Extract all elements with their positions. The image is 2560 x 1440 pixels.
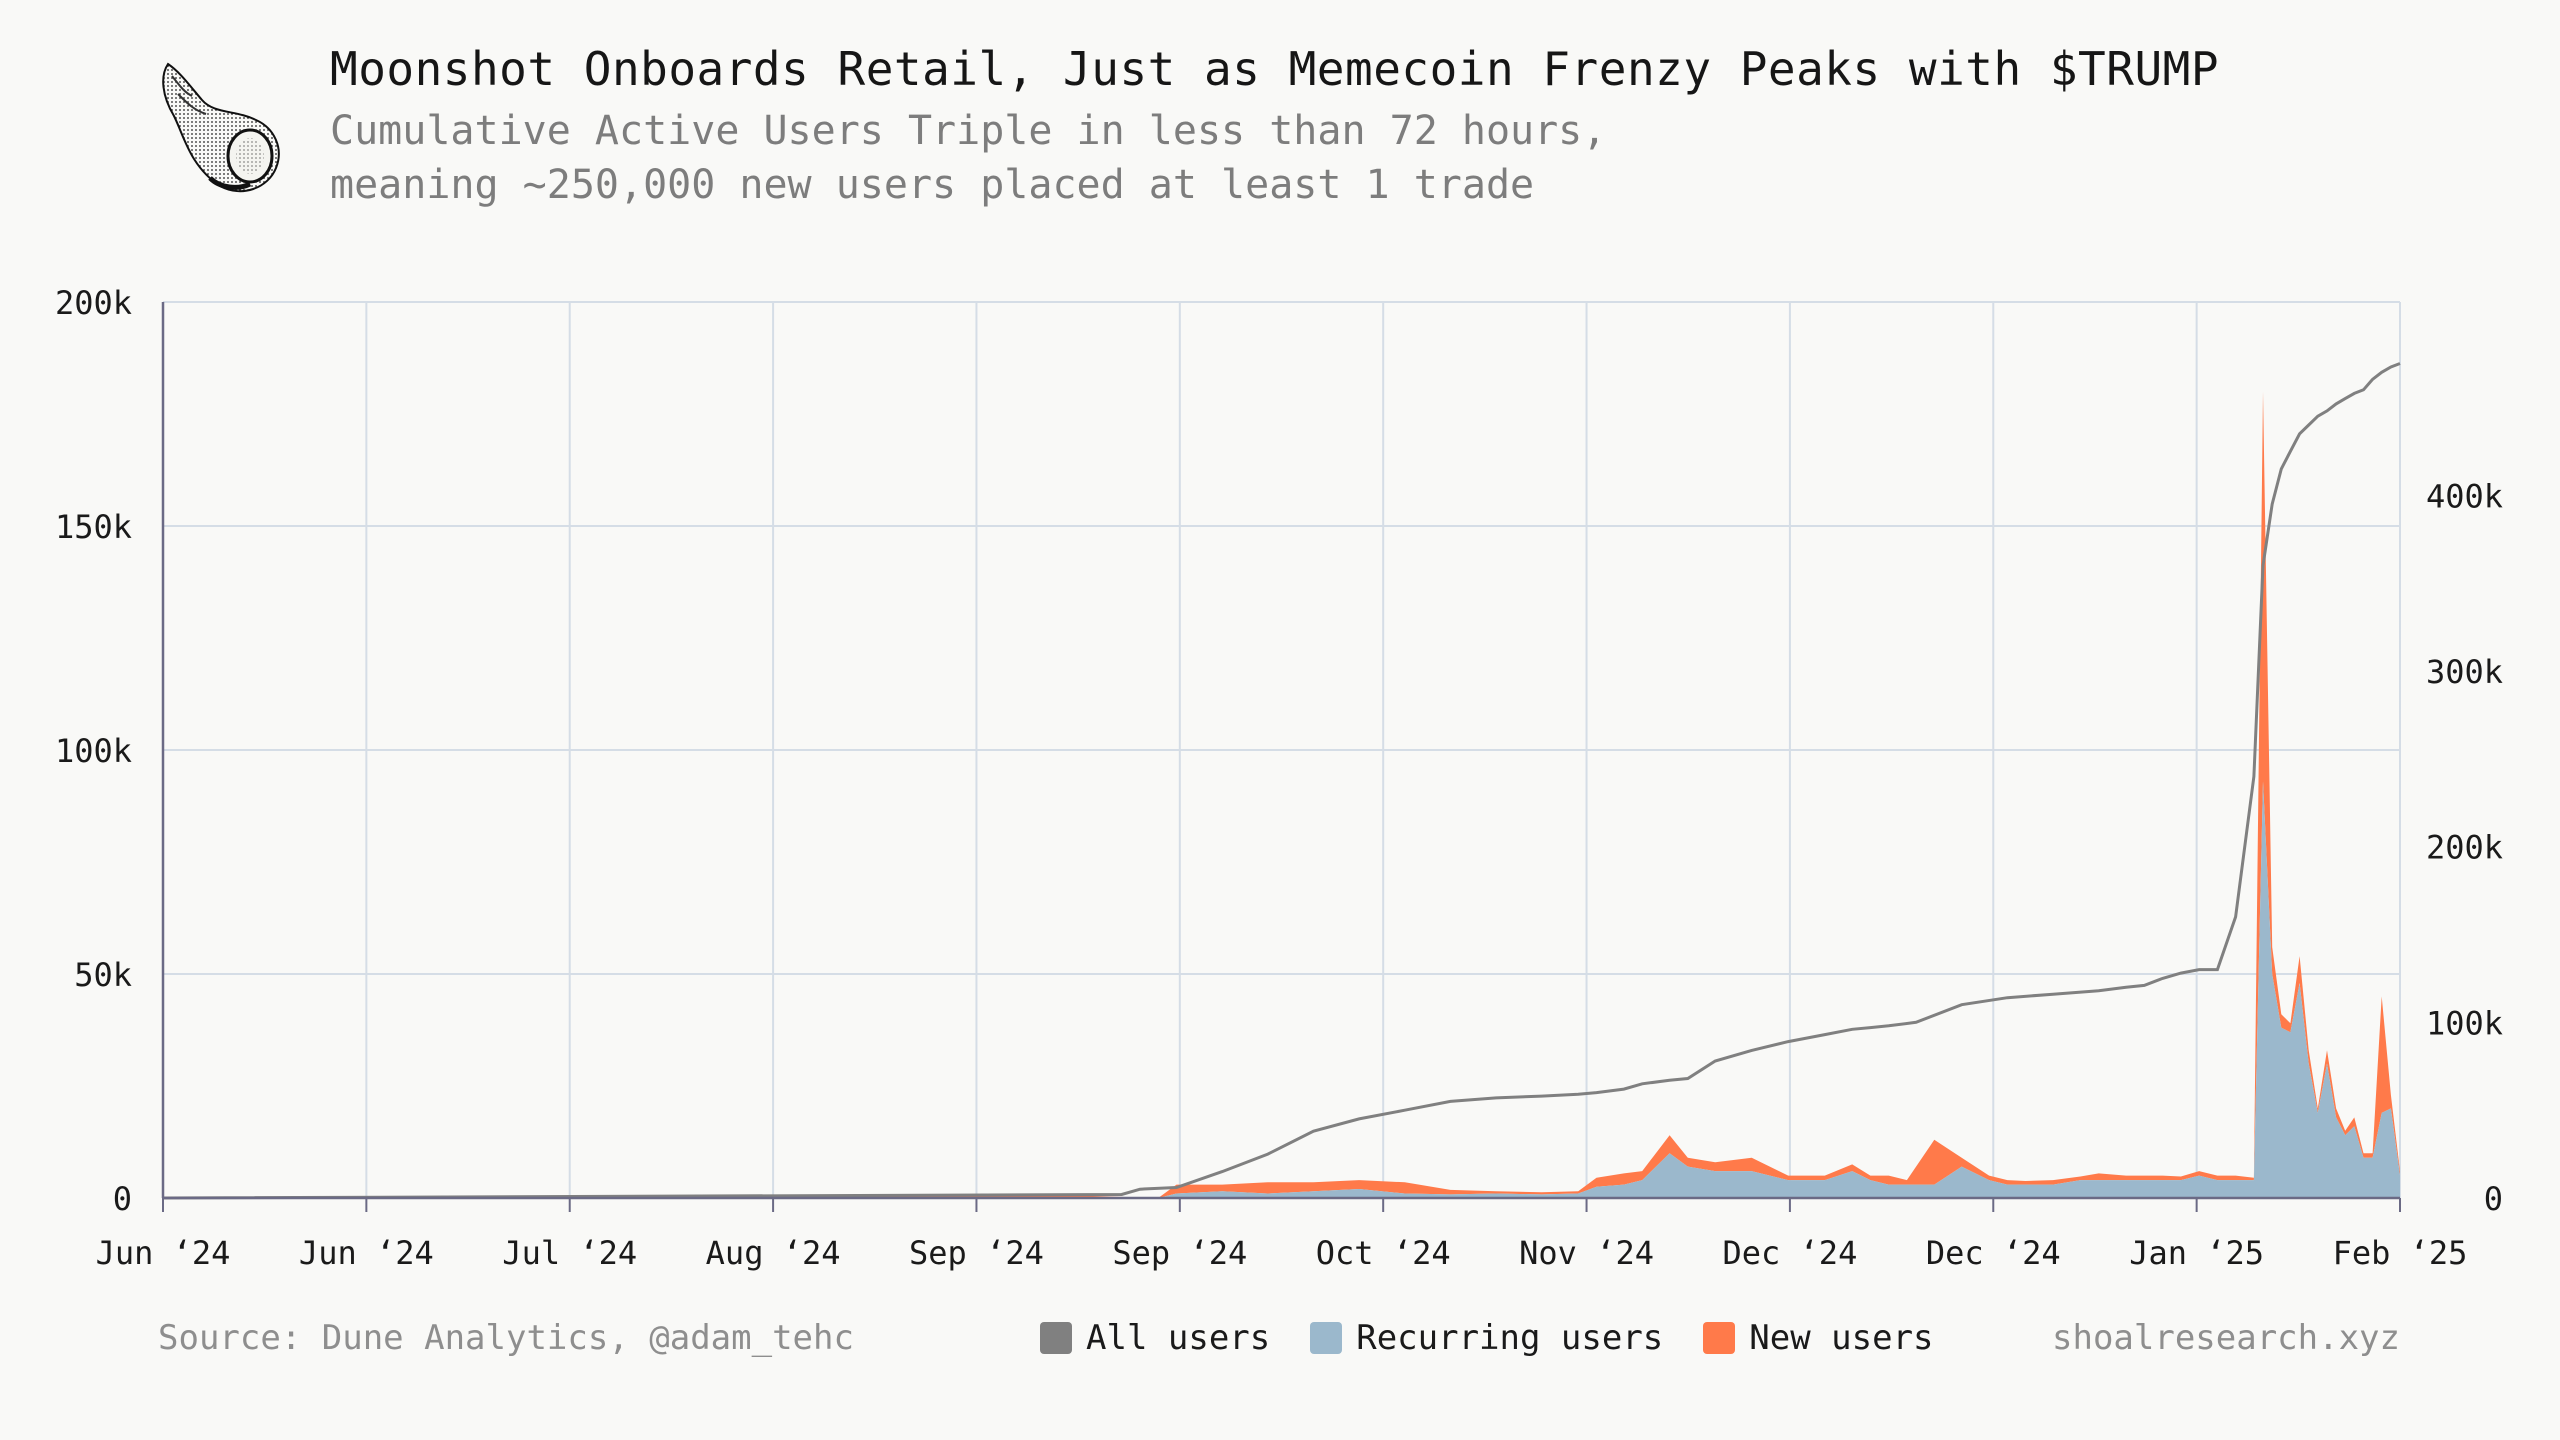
x-tick-label: Dec ‘24 — [1722, 1234, 1857, 1272]
legend-swatch-new-users — [1703, 1322, 1736, 1354]
legend-item-all-users[interactable]: All users — [1040, 1318, 1270, 1358]
y-right-tick-label: 0 — [2484, 1180, 2503, 1218]
legend-label-all-users: All users — [1086, 1318, 1271, 1358]
series-recurring-users-area — [163, 781, 2400, 1198]
line-layer — [162, 362, 2401, 1200]
source-note: Source: Dune Analytics, @adam_tehc — [158, 1318, 854, 1358]
x-tick-label: Feb ‘25 — [2333, 1234, 2468, 1272]
chart-title: Moonshot Onboards Retail, Just as Memeco… — [330, 42, 2220, 96]
x-tick-label: Jun ‘24 — [299, 1234, 434, 1272]
x-tick-label: Sep ‘24 — [1112, 1234, 1247, 1272]
area-layer — [163, 391, 2400, 1199]
legend-item-new-users[interactable]: New users — [1703, 1318, 1934, 1358]
label-layer: 0 50k 100k 150k 200k 0 100k 200k 300k 400k Jun ‘24… — [55, 284, 2503, 1272]
shell-logo-icon — [162, 62, 280, 193]
chart-subtitle: Cumulative Active Users Triple in less t… — [330, 104, 1606, 212]
x-tick-label: Dec ‘24 — [1926, 1234, 2061, 1272]
legend-label-recurring-users: Recurring users — [1356, 1318, 1664, 1358]
grid-layer — [163, 301, 2401, 1198]
subtitle-line-2: meaning ~250,000 new users placed at lea… — [330, 162, 1535, 208]
subtitle-line-1: Cumulative Active Users Triple in less t… — [330, 108, 1607, 154]
y-left-tick-label: 50k — [74, 956, 132, 994]
y-right-tick-label: 200k — [2426, 829, 2503, 867]
y-left-tick-label: 100k — [55, 732, 132, 770]
x-tick-label: Jan ‘25 — [2129, 1234, 2264, 1272]
x-tick-label: Jul ‘24 — [502, 1234, 637, 1272]
y-right-tick-label: 100k — [2426, 1004, 2503, 1042]
legend-label-new-users: New users — [1749, 1318, 1934, 1358]
x-tick-label: Oct ‘24 — [1316, 1234, 1451, 1272]
legend-swatch-all-users — [1040, 1322, 1072, 1354]
series-all-users-line — [162, 362, 2401, 1200]
y-left-tick-label: 0 — [113, 1180, 132, 1218]
site-credit: shoalresearch.xyz — [2052, 1318, 2400, 1358]
legend-swatch-recurring-users — [1310, 1322, 1343, 1354]
x-tick-label: Nov ‘24 — [1519, 1234, 1654, 1272]
y-right-tick-label: 400k — [2426, 477, 2503, 515]
legend: All users Recurring users New users — [1040, 1318, 1934, 1358]
x-tick-label: Sep ‘24 — [909, 1234, 1044, 1272]
y-right-tick-label: 300k — [2426, 653, 2503, 691]
x-tick-label: Aug ‘24 — [706, 1234, 841, 1272]
axis-layer — [161, 302, 2401, 1212]
legend-item-recurring-users[interactable]: Recurring users — [1310, 1318, 1663, 1358]
y-left-tick-label: 150k — [55, 508, 132, 546]
y-left-tick-label: 200k — [55, 284, 132, 322]
series-new-users-area — [163, 391, 2400, 1199]
x-tick-label: Jun ‘24 — [96, 1234, 231, 1272]
